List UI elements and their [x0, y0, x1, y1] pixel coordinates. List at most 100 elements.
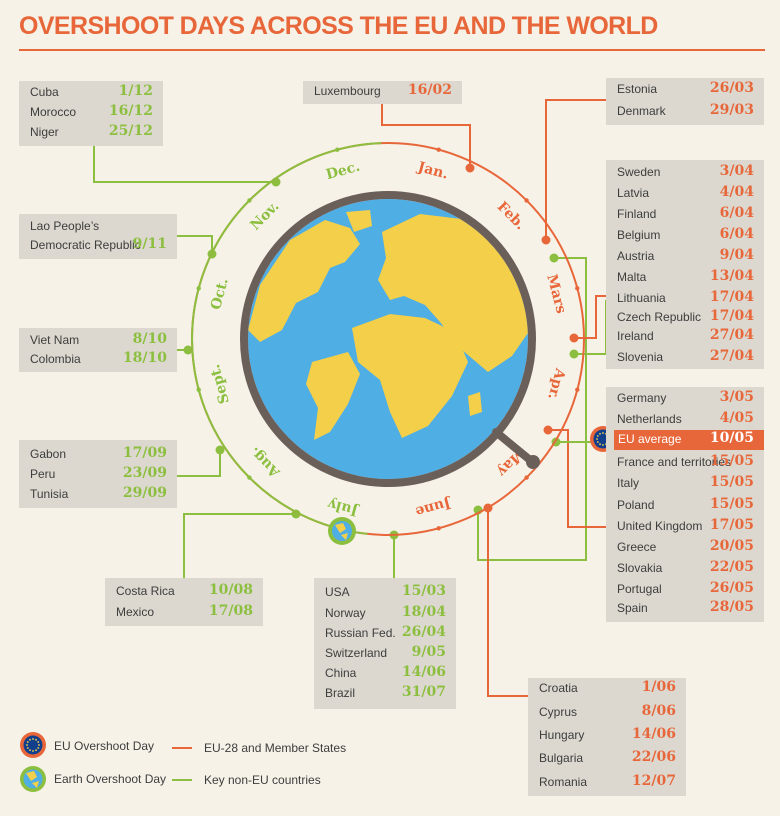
- overshoot-date: 20/05: [709, 538, 754, 554]
- country-row: Cyprus 8/06: [528, 703, 686, 723]
- overshoot-date: 27/04: [709, 348, 754, 364]
- box-lao: Lao People’s Democratic Republic 9/11: [19, 214, 177, 259]
- connector-line: [177, 235, 213, 254]
- overshoot-date: 15/05: [709, 453, 754, 469]
- country-name: Luxembourg: [314, 84, 381, 98]
- country-row: Bulgaria 22/06: [528, 749, 686, 769]
- overshoot-date: 29/03: [709, 102, 754, 118]
- country-name: Ireland: [617, 329, 654, 343]
- connector-line: [574, 295, 606, 339]
- land-south-america: [306, 352, 360, 440]
- country-row: Spain 28/05: [606, 599, 764, 619]
- globe-frame: [240, 191, 536, 487]
- land-north-america: [248, 220, 360, 342]
- overshoot-date: 23/09: [122, 465, 167, 481]
- overshoot-date: 4/05: [719, 410, 754, 426]
- overshoot-date: 27/04: [709, 327, 754, 343]
- overshoot-date: 22/06: [631, 749, 676, 765]
- ring-tick: [436, 526, 441, 531]
- country-name: Greece: [617, 540, 657, 554]
- ring-tick: [524, 198, 529, 203]
- country-name: France and territories: [617, 455, 732, 469]
- overshoot-date: 15/05: [709, 474, 754, 490]
- handle-knob: [526, 455, 540, 469]
- ring-tick: [575, 387, 580, 392]
- country-row: Luxembourg 16/02: [303, 82, 462, 102]
- country-name: Morocco: [30, 105, 77, 119]
- country-row: Switzerland 9/05: [314, 644, 456, 664]
- ring-tick: [247, 475, 252, 480]
- country-row: Morocco 16/12: [19, 103, 163, 123]
- month-label: Apr.: [544, 366, 568, 402]
- country-name: Hungary: [539, 728, 585, 742]
- overshoot-date: 28/05: [709, 599, 754, 615]
- country-row: Democratic Republic 9/11: [19, 236, 177, 256]
- country-name: United Kingdom: [617, 519, 703, 533]
- country-row: Hungary 14/06: [528, 726, 686, 746]
- calendar-ring-non-eu: [191, 142, 382, 535]
- country-name: Mexico: [116, 605, 155, 619]
- ring-tick: [335, 147, 340, 152]
- ring-tick: [196, 286, 201, 291]
- country-name: Romania: [539, 775, 588, 789]
- overshoot-date: 17/09: [122, 445, 167, 461]
- country-name: Switzerland: [325, 646, 388, 660]
- overshoot-date: 17/05: [709, 517, 754, 533]
- overshoot-date: 29/09: [122, 485, 167, 501]
- country-name: Estonia: [617, 82, 658, 96]
- country-name: Bulgaria: [539, 751, 584, 765]
- overshoot-date: 17/04: [709, 308, 754, 324]
- country-row: Peru 23/09: [19, 465, 177, 485]
- connector-dot: [569, 349, 579, 359]
- box-cuba-morocco-niger: Cuba 1/12 Morocco 16/12 Niger 25/12: [19, 81, 163, 146]
- month-label: Mars: [543, 273, 569, 316]
- overshoot-date: 10/08: [208, 582, 253, 598]
- connector-line: [477, 257, 587, 561]
- country-row: Cuba 1/12: [19, 83, 163, 103]
- country-name: Brazil: [325, 686, 356, 700]
- box-may-countries: Germany 3/05 Netherlands 4/05 EU average 10…: [606, 387, 764, 622]
- ring-tick: [524, 475, 529, 480]
- country-row: Norway 18/04: [314, 604, 456, 624]
- country-name: Norway: [325, 606, 366, 620]
- ring-tick: [247, 198, 252, 203]
- country-name: Belgium: [617, 228, 661, 242]
- overshoot-date: 9/05: [411, 644, 446, 660]
- overshoot-date: 9/11: [132, 236, 167, 252]
- country-name: Slovenia: [617, 350, 664, 364]
- country-row: Malta 13/04: [606, 268, 764, 288]
- connector-dot: [569, 333, 579, 343]
- country-name: Sweden: [617, 165, 661, 179]
- country-row: Romania 12/07: [528, 773, 686, 793]
- box-usa-group: USA 15/03 Norway 18/04 Russian Fed. 26/04 S…: [314, 578, 456, 709]
- overshoot-date: 1/12: [118, 83, 153, 99]
- ring-tick: [196, 387, 201, 392]
- country-row: Czech Republic 17/04: [606, 308, 764, 328]
- country-name: Cuba: [30, 85, 59, 99]
- country-name: Czech Republic: [617, 310, 702, 324]
- country-row: Gabon 17/09: [19, 445, 177, 465]
- land-eurasia: [378, 214, 528, 372]
- box-croatia-group: Croatia 1/06 Cyprus 8/06 Hungary 14/06 Bulg…: [528, 678, 686, 796]
- overshoot-date: 1/06: [641, 679, 676, 695]
- connector-line: [381, 104, 471, 168]
- country-name: Democratic Republic: [30, 238, 141, 252]
- ring-tick: [575, 286, 580, 291]
- box-estonia-denmark: Estonia 26/03 Denmark 29/03: [606, 78, 764, 125]
- connector-line: [545, 99, 606, 240]
- country-row: Estonia 26/03: [606, 80, 764, 100]
- connector-dot: [543, 425, 553, 435]
- month-label: Nov.: [247, 198, 282, 233]
- country-name: Italy: [617, 476, 640, 490]
- overshoot-date: 6/04: [719, 205, 754, 221]
- month-label: June: [414, 494, 455, 519]
- country-row: Niger 25/12: [19, 123, 163, 143]
- country-row: Belgium 6/04: [606, 226, 764, 246]
- overshoot-date: 25/12: [108, 123, 153, 139]
- overshoot-date: 26/04: [401, 624, 446, 640]
- connector-line: [487, 508, 528, 697]
- country-row: Mexico 17/08: [105, 603, 263, 623]
- country-row: Germany 3/05: [606, 389, 764, 409]
- title-rule: [19, 49, 765, 51]
